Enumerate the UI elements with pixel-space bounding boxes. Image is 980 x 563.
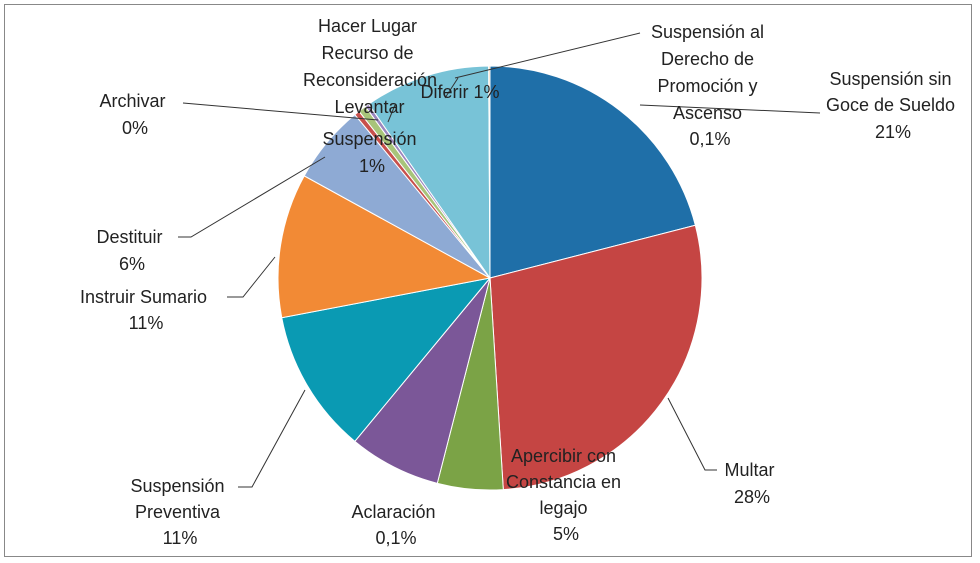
label-suspension-preventiva: Suspensión Preventiva 11% — [130, 476, 229, 548]
leader-suspension-sin-goce — [639, 104, 821, 114]
label-apercibir: Apercibir con Constancia en legajo 5% — [506, 446, 626, 544]
pie-slice-suspensi-n-sin-goce-de-sueldo — [489, 65, 696, 279]
label-archivar: Archivar 0% — [99, 91, 170, 138]
label-destituir: Destituir 6% — [96, 227, 167, 274]
pie-slice-suspensi-n-al-derecho-de-promoci-n-y-ascenso — [488, 65, 491, 279]
pie-slice-suspensi-n-preventiva — [281, 277, 492, 443]
label-instruir-sumario: Instruir Sumario 11% — [80, 287, 212, 333]
label-suspension-derecho: Suspensión al Derecho de Promoción y Asc… — [651, 22, 769, 149]
label-hacer-lugar: Hacer Lugar Recurso de Reconsideración — [303, 16, 437, 90]
leader-destituir — [178, 156, 326, 238]
leader-multar — [667, 397, 717, 471]
leader-suspension-derecho — [454, 32, 641, 79]
label-levantar-suspension: Levantar Suspensión 1% — [322, 97, 421, 176]
slice-labels: Suspensión sin Goce de Sueldo 21% Multar… — [80, 16, 960, 548]
label-diferir: Diferir 1% — [420, 82, 499, 102]
pie-slice-diferir — [367, 65, 491, 280]
pie-slice-multar — [489, 224, 703, 491]
leader-lines — [178, 32, 821, 488]
leader-hacer-lugar — [444, 77, 459, 99]
pie-slices — [277, 65, 703, 491]
label-multar: Multar 28% — [724, 460, 779, 507]
label-suspension-sin-goce: Suspensión sin Goce de Sueldo 21% — [826, 69, 960, 142]
leader-instruir-sumario — [227, 256, 276, 298]
leader-levantar — [387, 104, 396, 123]
leader-suspension-preventiva — [238, 389, 306, 488]
pie-slice-instruir-sumario — [277, 175, 492, 319]
leader-archivar — [182, 102, 379, 121]
label-aclaracion: Aclaración 0,1% — [351, 502, 440, 548]
